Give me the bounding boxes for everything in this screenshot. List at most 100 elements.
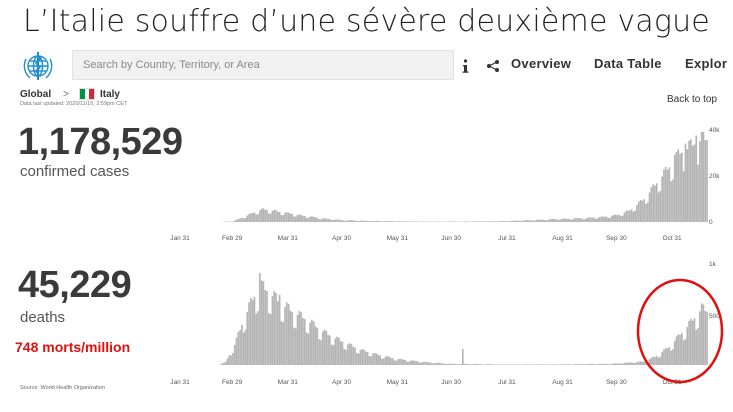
bar <box>670 181 672 222</box>
slide-title: L’Italie souffre d’une sévère deuxième v… <box>23 4 710 39</box>
bar <box>492 364 495 365</box>
bar <box>537 364 540 365</box>
bar <box>666 348 669 365</box>
bar <box>366 220 369 222</box>
bar <box>655 183 658 222</box>
bar <box>614 363 617 365</box>
bar <box>702 131 705 222</box>
bar <box>539 219 541 222</box>
bar <box>280 214 283 222</box>
y-tick-label: 500 <box>709 313 720 320</box>
bar <box>537 219 540 222</box>
bar <box>363 220 365 222</box>
bar <box>585 218 588 222</box>
bar <box>688 140 690 222</box>
bar <box>435 362 437 365</box>
who-logo-icon[interactable] <box>20 49 56 83</box>
bar <box>598 363 601 365</box>
bar <box>535 219 538 222</box>
breadcrumb-global[interactable]: Global <box>20 88 52 100</box>
bar <box>641 361 644 365</box>
bar <box>646 202 649 222</box>
bar <box>409 360 412 365</box>
bar <box>260 280 263 365</box>
bar <box>338 219 340 222</box>
bar <box>634 362 637 365</box>
bar <box>406 361 408 365</box>
bar <box>388 356 390 365</box>
bar <box>526 364 529 365</box>
bar <box>420 362 423 365</box>
bar <box>284 306 286 365</box>
share-icon[interactable] <box>482 55 504 77</box>
bar <box>465 221 468 222</box>
bar <box>627 210 629 222</box>
bar <box>327 218 329 222</box>
nav-overview[interactable]: Overview <box>511 56 572 71</box>
nav-explore[interactable]: Explor <box>685 56 728 71</box>
breadcrumb-country: Italy <box>99 88 120 100</box>
bar <box>456 364 459 365</box>
bar <box>663 169 665 222</box>
bar <box>239 218 241 222</box>
bar <box>625 362 628 365</box>
bar <box>490 221 493 222</box>
bar <box>634 210 637 222</box>
search-box[interactable] <box>72 50 454 80</box>
bar <box>368 221 371 222</box>
bar <box>442 363 444 365</box>
bar <box>611 215 613 222</box>
bar <box>226 358 229 365</box>
bar <box>379 221 381 222</box>
bar <box>411 221 414 222</box>
bar <box>404 221 407 222</box>
bar <box>415 221 417 222</box>
bar <box>488 364 491 365</box>
bar <box>664 348 667 365</box>
bar <box>632 211 635 222</box>
bar <box>375 220 378 222</box>
bar <box>515 220 518 222</box>
bar <box>289 310 292 365</box>
bar <box>620 216 622 222</box>
bar <box>546 220 549 222</box>
cases-label: confirmed cases <box>20 163 130 180</box>
nav-data-table[interactable]: Data Table <box>594 56 662 71</box>
bar <box>320 340 322 365</box>
bar <box>490 364 493 365</box>
bar <box>661 176 663 222</box>
bar <box>515 364 518 365</box>
cases-count: 1,178,529 <box>18 121 183 163</box>
bar <box>641 200 644 222</box>
x-tick-label: Feb 29 <box>222 379 243 386</box>
bar <box>571 219 574 222</box>
bar <box>670 350 672 365</box>
bar <box>350 220 353 222</box>
bar <box>397 359 399 365</box>
bar <box>470 364 473 365</box>
bar <box>266 291 268 365</box>
bar <box>573 218 575 222</box>
bar <box>594 364 597 365</box>
x-tick-label: May 31 <box>387 379 409 386</box>
bar <box>458 364 461 365</box>
search-input[interactable] <box>73 51 453 79</box>
bar <box>699 311 701 365</box>
bar <box>567 218 570 222</box>
bar <box>325 330 328 365</box>
bar <box>585 364 588 365</box>
bar <box>260 208 263 222</box>
bar <box>607 217 610 222</box>
x-tick-label: Sep 30 <box>606 379 627 386</box>
bar <box>472 221 475 222</box>
bar <box>469 364 471 365</box>
bar <box>379 355 381 365</box>
bar <box>287 303 290 365</box>
back-to-top-link[interactable]: Back to top <box>667 94 718 105</box>
bar <box>684 339 687 365</box>
bar <box>672 349 674 365</box>
bar <box>652 356 654 365</box>
bar <box>366 352 369 365</box>
info-icon[interactable] <box>454 55 476 77</box>
bar <box>242 218 245 222</box>
